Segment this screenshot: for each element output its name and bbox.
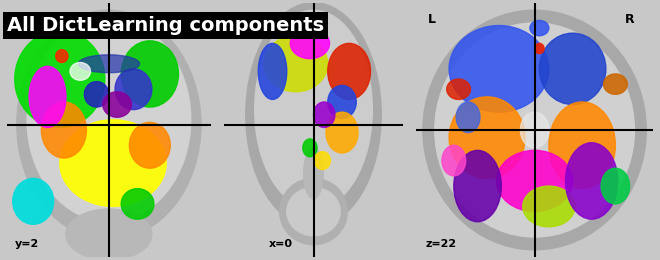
Ellipse shape [603,74,627,94]
Ellipse shape [79,55,140,73]
Ellipse shape [456,102,480,133]
Ellipse shape [435,23,634,237]
Ellipse shape [539,33,606,105]
Ellipse shape [121,41,178,107]
Ellipse shape [303,139,317,157]
Ellipse shape [29,66,66,127]
Ellipse shape [449,97,525,178]
Ellipse shape [523,186,575,227]
Ellipse shape [263,36,328,92]
Text: All DictLearning components: All DictLearning components [7,16,323,35]
Ellipse shape [328,43,370,99]
Ellipse shape [447,79,471,99]
Ellipse shape [304,148,323,199]
Ellipse shape [84,82,109,107]
Ellipse shape [601,168,630,204]
Text: R: R [187,13,196,26]
Ellipse shape [535,43,544,54]
Ellipse shape [66,209,152,260]
Ellipse shape [454,150,502,222]
Ellipse shape [287,187,341,236]
Ellipse shape [103,92,131,117]
Ellipse shape [442,145,466,176]
Ellipse shape [129,122,170,168]
Ellipse shape [530,21,549,36]
Ellipse shape [566,143,618,219]
Ellipse shape [496,150,573,212]
Ellipse shape [520,112,549,148]
Ellipse shape [15,31,105,127]
Ellipse shape [17,10,201,239]
Ellipse shape [280,178,347,245]
Ellipse shape [258,43,287,99]
Text: R: R [625,13,634,26]
Text: x=0: x=0 [269,239,293,249]
Ellipse shape [314,152,331,170]
Ellipse shape [328,85,356,119]
Ellipse shape [13,178,53,224]
Ellipse shape [42,102,86,158]
Ellipse shape [326,112,358,153]
Ellipse shape [60,120,166,206]
Ellipse shape [70,62,90,80]
Ellipse shape [290,28,329,59]
Ellipse shape [549,102,615,188]
Text: L: L [428,13,436,26]
Ellipse shape [115,69,152,110]
Ellipse shape [449,25,549,112]
Text: L: L [17,13,25,26]
Ellipse shape [423,10,646,250]
Ellipse shape [314,102,335,127]
Ellipse shape [27,18,191,222]
Text: z=22: z=22 [425,239,457,249]
Text: y=2: y=2 [15,239,39,249]
Ellipse shape [121,188,154,219]
Ellipse shape [246,3,381,227]
Ellipse shape [55,50,68,62]
Ellipse shape [255,10,372,209]
